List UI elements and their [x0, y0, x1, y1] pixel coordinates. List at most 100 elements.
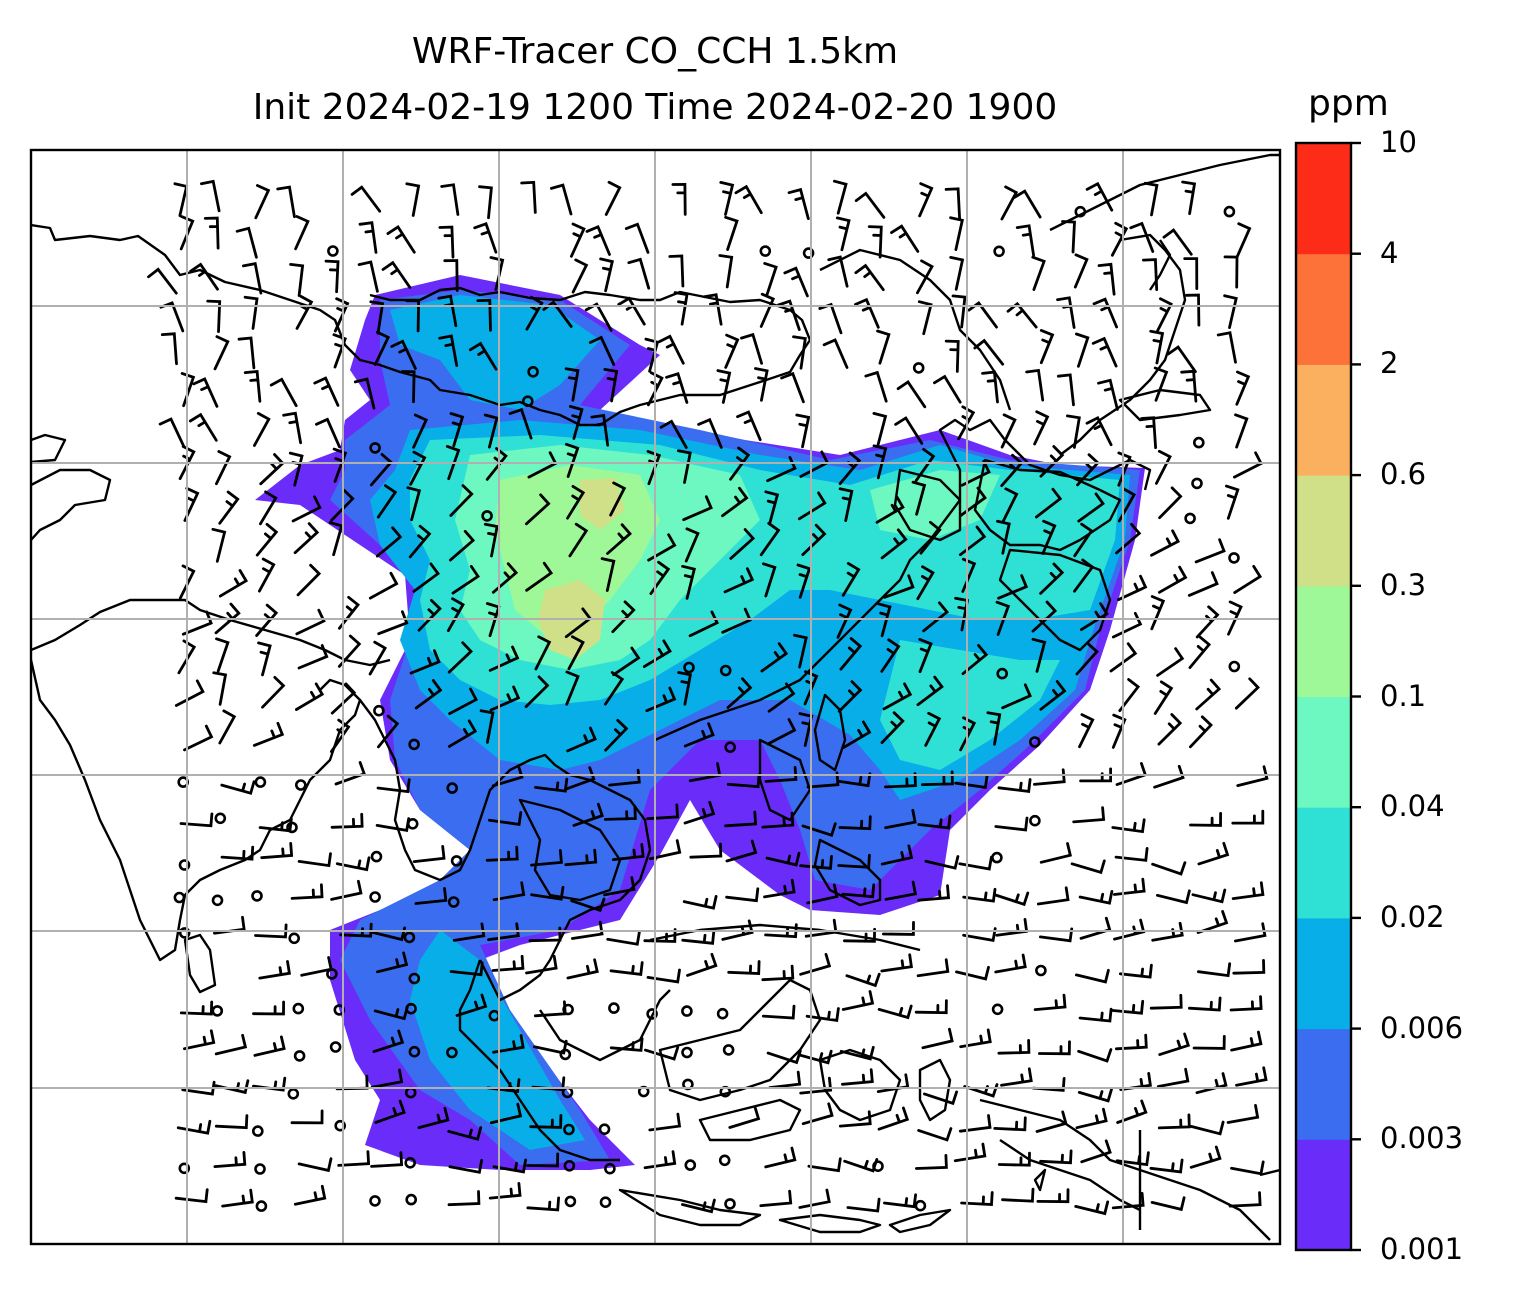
colorbar-tick-label: 4 — [1380, 235, 1399, 270]
wind-barb — [1162, 228, 1193, 256]
wind-barb — [330, 879, 363, 901]
wind-barb — [917, 1127, 953, 1142]
wind-barb — [604, 718, 629, 752]
wind-barb — [183, 724, 214, 752]
wind-barb — [179, 812, 214, 828]
wind-barb — [353, 377, 376, 410]
wind-barb — [801, 822, 837, 837]
wind-barb — [837, 853, 871, 869]
wind-barb — [1166, 345, 1197, 374]
calm-marker — [681, 1046, 693, 1059]
wind-barb — [200, 179, 221, 213]
wind-barb — [604, 180, 622, 216]
wind-barb — [295, 295, 314, 330]
wind-barb — [827, 255, 849, 288]
wind-barb — [997, 778, 1032, 793]
wind-barb — [1111, 713, 1127, 749]
calm-marker — [293, 1050, 306, 1062]
wind-barb — [243, 295, 259, 330]
wind-barb — [1092, 297, 1118, 329]
wind-barb — [1223, 294, 1238, 329]
wind-barb — [764, 490, 780, 526]
wind-barb — [1230, 1030, 1263, 1052]
wind-barb — [736, 410, 762, 442]
calm-markers — [173, 205, 1241, 1212]
wind-barb — [1235, 370, 1251, 406]
wind-barb — [1158, 565, 1188, 594]
wind-barb — [412, 845, 446, 863]
wind-barb — [179, 1000, 214, 1016]
wind-barb — [1231, 881, 1265, 900]
colorbar-frame — [1294, 141, 1353, 1252]
wind-barb — [211, 527, 227, 563]
wind-barb — [611, 600, 636, 634]
wind-barb — [253, 412, 271, 447]
wind-barb — [533, 1039, 568, 1055]
wind-barb — [468, 341, 498, 371]
wind-barb — [368, 571, 399, 600]
calm-marker — [563, 1160, 576, 1172]
wind-barb — [761, 811, 795, 829]
wind-barb — [1110, 999, 1145, 1015]
calm-marker — [251, 1125, 264, 1137]
wind-barb — [1015, 224, 1035, 257]
colorbar-tick-label: 0.1 — [1380, 678, 1427, 713]
wind-barb — [1097, 378, 1119, 411]
wind-barb — [766, 718, 797, 746]
wind-barb — [917, 814, 952, 830]
wind-barb — [446, 597, 465, 633]
wind-barb — [330, 812, 364, 829]
calm-marker — [287, 1088, 300, 1100]
calm-marker — [327, 245, 339, 257]
tracer-field — [255, 275, 1145, 1170]
wind-barb — [218, 490, 240, 525]
wind-barb — [357, 260, 379, 293]
wind-barb — [259, 453, 285, 486]
wind-barb — [760, 642, 789, 673]
calm-marker — [286, 821, 298, 834]
wind-barb — [777, 299, 801, 331]
wind-barb — [1110, 221, 1129, 257]
wind-barb — [759, 292, 776, 328]
wind-barb — [212, 671, 228, 706]
wind-barb — [986, 711, 1002, 746]
wind-barb — [294, 215, 310, 251]
calm-marker — [608, 1002, 620, 1014]
wind-barb — [603, 368, 619, 403]
wind-barb — [1039, 329, 1055, 365]
wind-barb — [1197, 841, 1230, 866]
calm-marker — [178, 927, 191, 939]
wind-barb — [681, 1198, 716, 1214]
wind-barb — [483, 413, 499, 449]
wind-barb — [677, 449, 692, 484]
wind-barb — [324, 259, 340, 294]
wind-barb — [611, 843, 645, 861]
wind-barb — [1118, 963, 1153, 979]
wind-barb — [526, 1196, 560, 1212]
calm-marker — [446, 1046, 458, 1059]
wind-barb — [880, 711, 905, 744]
wind-barb — [525, 493, 551, 526]
wind-barb — [896, 380, 927, 409]
wind-barb — [181, 610, 213, 636]
wind-barb — [218, 569, 249, 598]
wind-barb — [409, 649, 441, 675]
wind-barb — [289, 263, 305, 297]
wind-barb — [358, 221, 378, 254]
wind-barb — [649, 839, 682, 861]
wind-barb — [1056, 373, 1075, 407]
wind-barb — [1070, 859, 1106, 875]
wind-barb — [1013, 189, 1042, 219]
wind-barb — [838, 1110, 872, 1128]
wind-barb — [221, 1188, 254, 1208]
wind-barb — [646, 968, 681, 984]
wind-barb — [1189, 1145, 1222, 1169]
calm-marker — [254, 1163, 266, 1175]
wind-barb — [529, 1114, 563, 1129]
wind-barb — [606, 523, 632, 555]
wind-barb — [333, 297, 350, 333]
wind-barb — [1115, 1151, 1150, 1167]
wind-barb — [414, 887, 448, 905]
wind-barb — [492, 1034, 525, 1054]
wind-barb — [1078, 1007, 1113, 1023]
